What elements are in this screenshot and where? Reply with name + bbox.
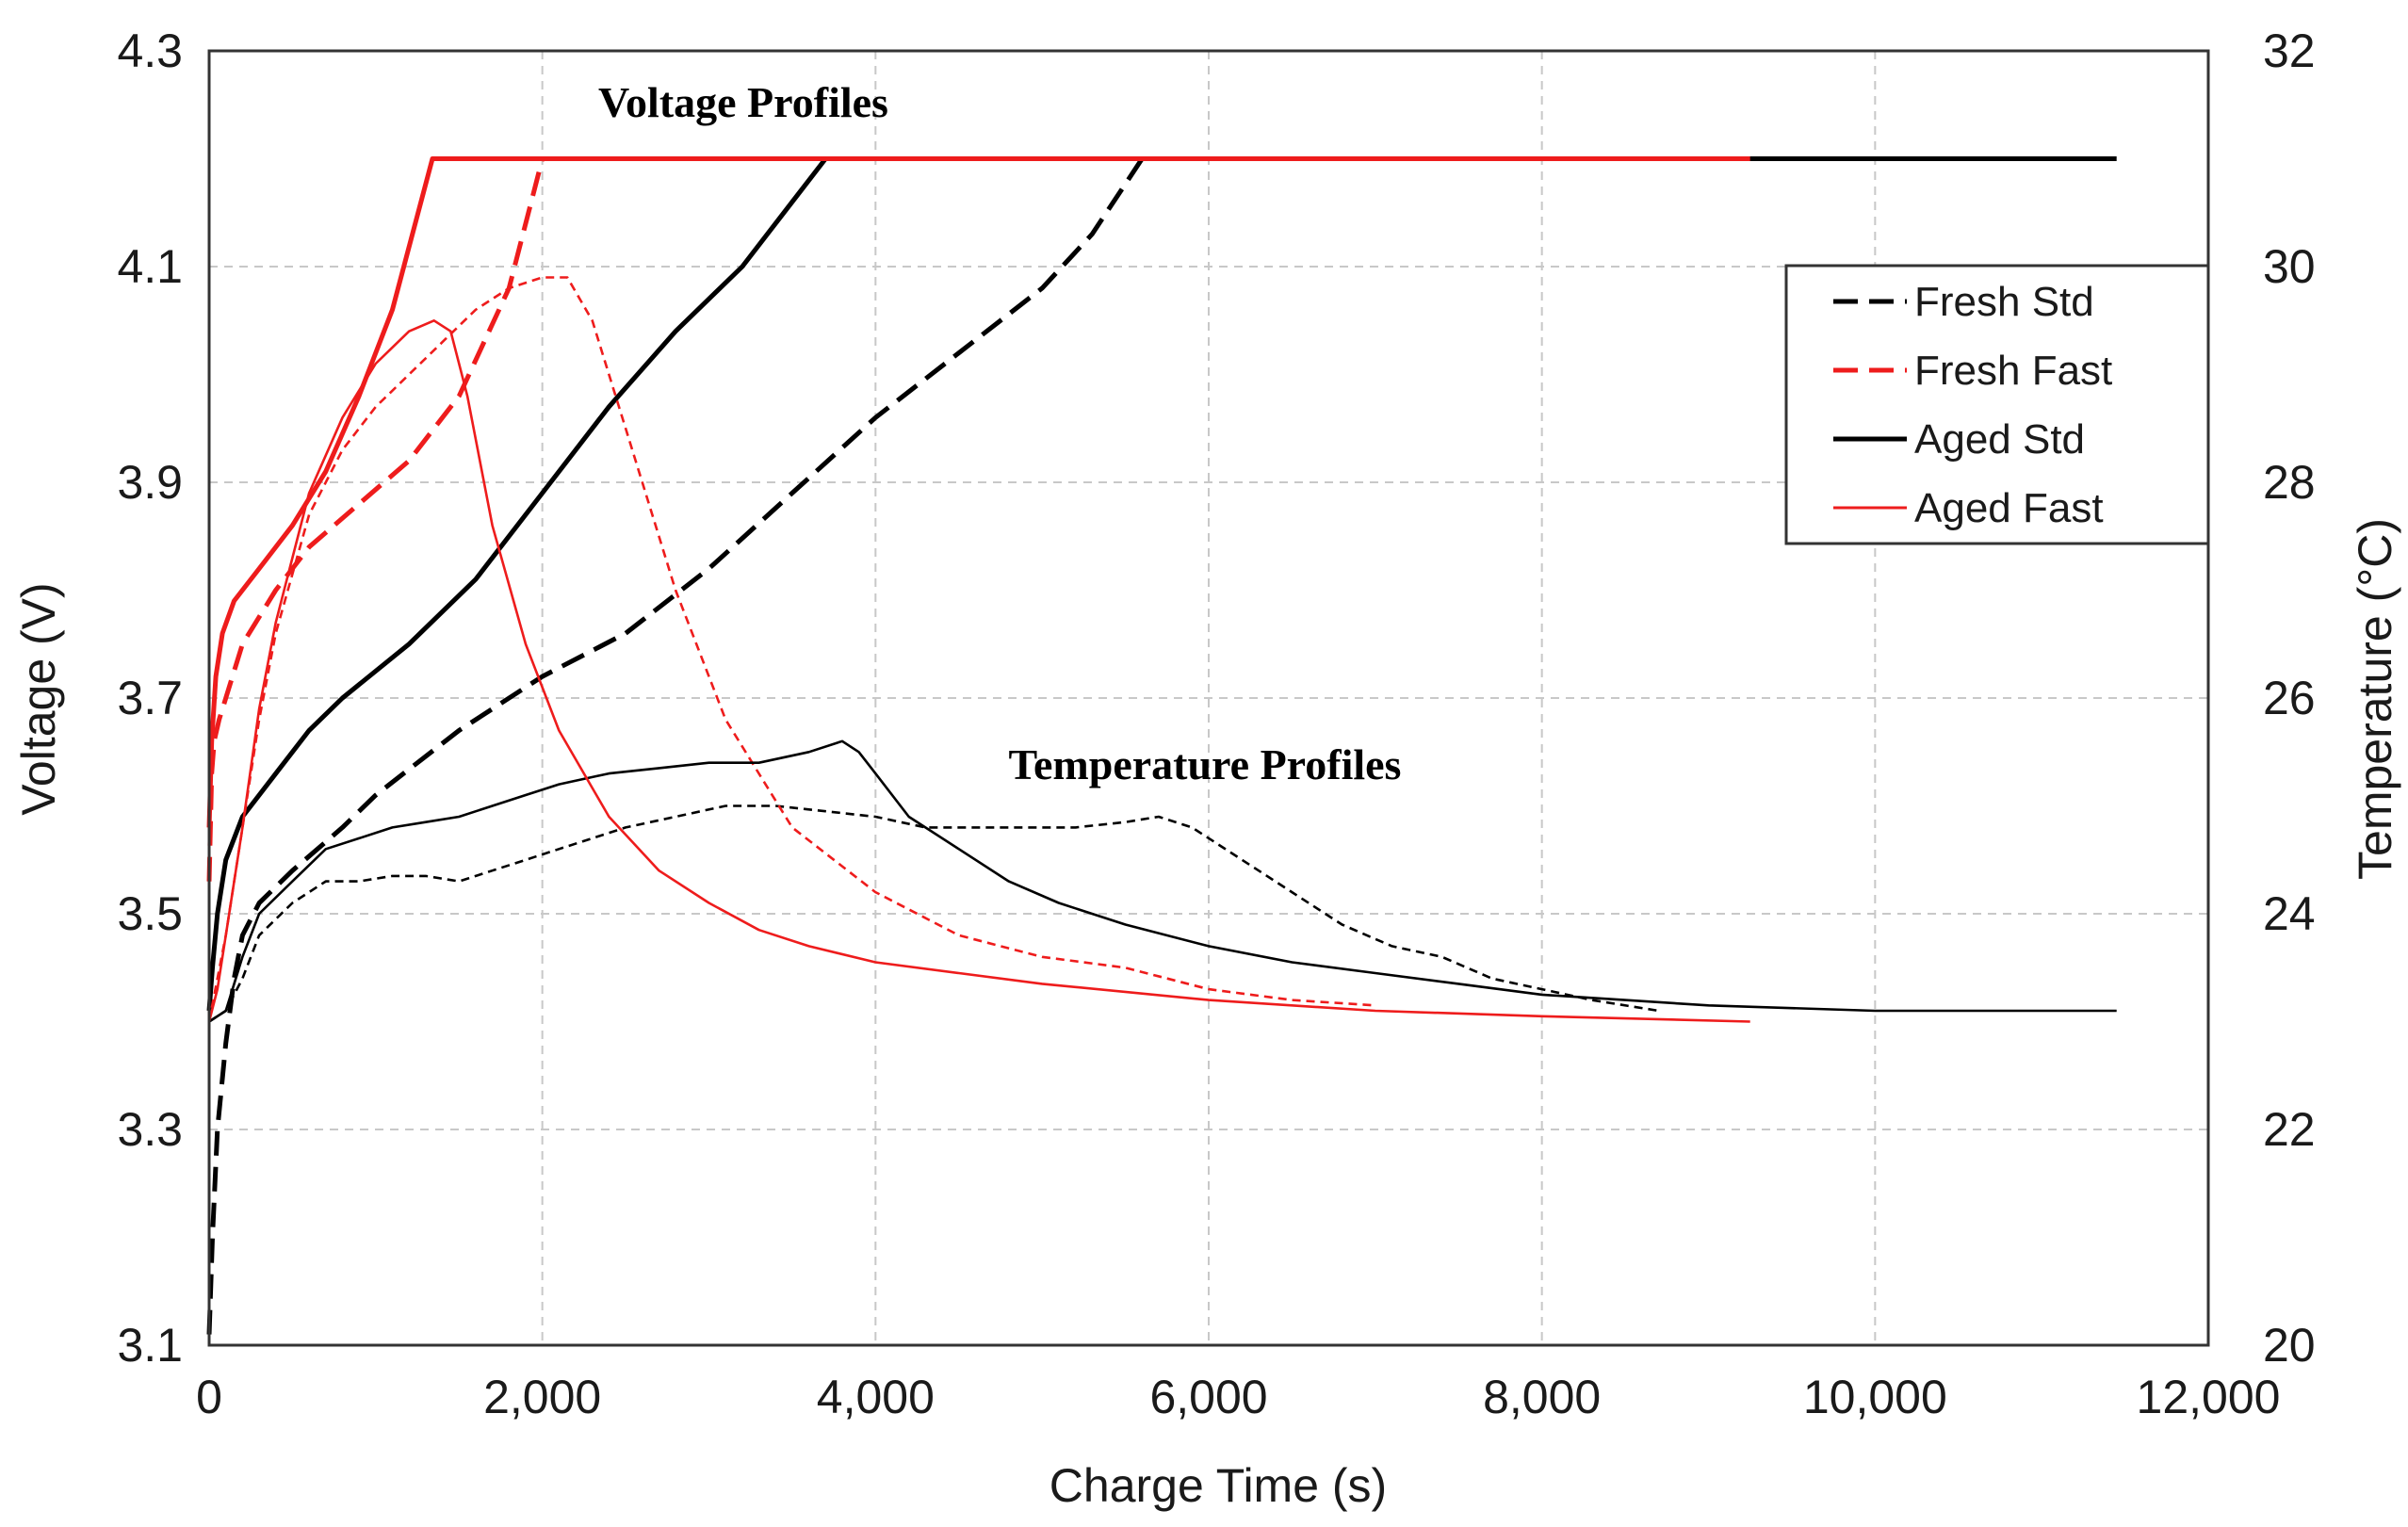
y-tick-label: 4.1 <box>117 240 183 293</box>
y-axis-title: Voltage (V) <box>12 582 65 815</box>
y2-tick-label: 22 <box>2263 1103 2316 1156</box>
series-line-fresh-std-temperature <box>208 804 1659 1023</box>
legend-label-fresh-std: Fresh Std <box>1914 279 2094 325</box>
tick-labels: 0 2,000 4,000 6,000 8,000 10,000 12,000 3.1 3.3 3… <box>117 24 2315 1423</box>
x-tick-label: 0 <box>196 1371 222 1423</box>
legend-label-aged-fast: Aged Fast <box>1914 485 2104 531</box>
y-tick-label: 4.3 <box>117 24 183 77</box>
x-axis-title: Charge Time (s) <box>1049 1459 1387 1512</box>
temperature-profiles-annotation: Temperature Profiles <box>1009 740 1402 788</box>
y2-tick-label: 30 <box>2263 240 2316 293</box>
legend-label-fresh-fast: Fresh Fast <box>1914 348 2112 394</box>
x-tick-label: 4,000 <box>817 1371 935 1423</box>
y2-tick-label: 32 <box>2263 24 2316 77</box>
y-tick-label: 3.9 <box>117 456 183 509</box>
y2-tick-label: 24 <box>2263 887 2316 940</box>
x-tick-label: 6,000 <box>1149 1371 1267 1423</box>
legend-box <box>1784 264 2210 545</box>
y-tick-label: 3.1 <box>117 1319 183 1372</box>
x-tick-label: 10,000 <box>1803 1371 1947 1423</box>
x-tick-label: 8,000 <box>1483 1371 1601 1423</box>
series-lines <box>206 156 2117 1335</box>
y2-axis-title: Temperature (°C) <box>2349 518 2401 880</box>
plot-area-frame <box>207 49 2210 1347</box>
legend-label-aged-std: Aged Std <box>1914 416 2085 463</box>
y2-tick-label: 20 <box>2263 1319 2316 1372</box>
y2-tick-label: 26 <box>2263 672 2316 724</box>
series-line-aged-fast-temperature <box>207 318 1750 1023</box>
x-tick-label: 12,000 <box>2137 1371 2281 1423</box>
x-tick-label: 2,000 <box>483 1371 601 1423</box>
series-line-fresh-fast <box>206 156 1750 882</box>
series-line-aged-std-temperature <box>208 739 2117 1023</box>
y2-tick-label: 28 <box>2263 456 2316 509</box>
y-tick-label: 3.5 <box>117 887 183 940</box>
y-tick-label: 3.3 <box>117 1103 183 1156</box>
voltage-profiles-annotation: Voltage Profiles <box>598 78 888 126</box>
series-line-aged-fast <box>206 156 1750 828</box>
y-tick-label: 3.7 <box>117 672 183 724</box>
legend: Fresh Std Fresh Fast Aged Std Aged Fast <box>1784 264 2210 545</box>
